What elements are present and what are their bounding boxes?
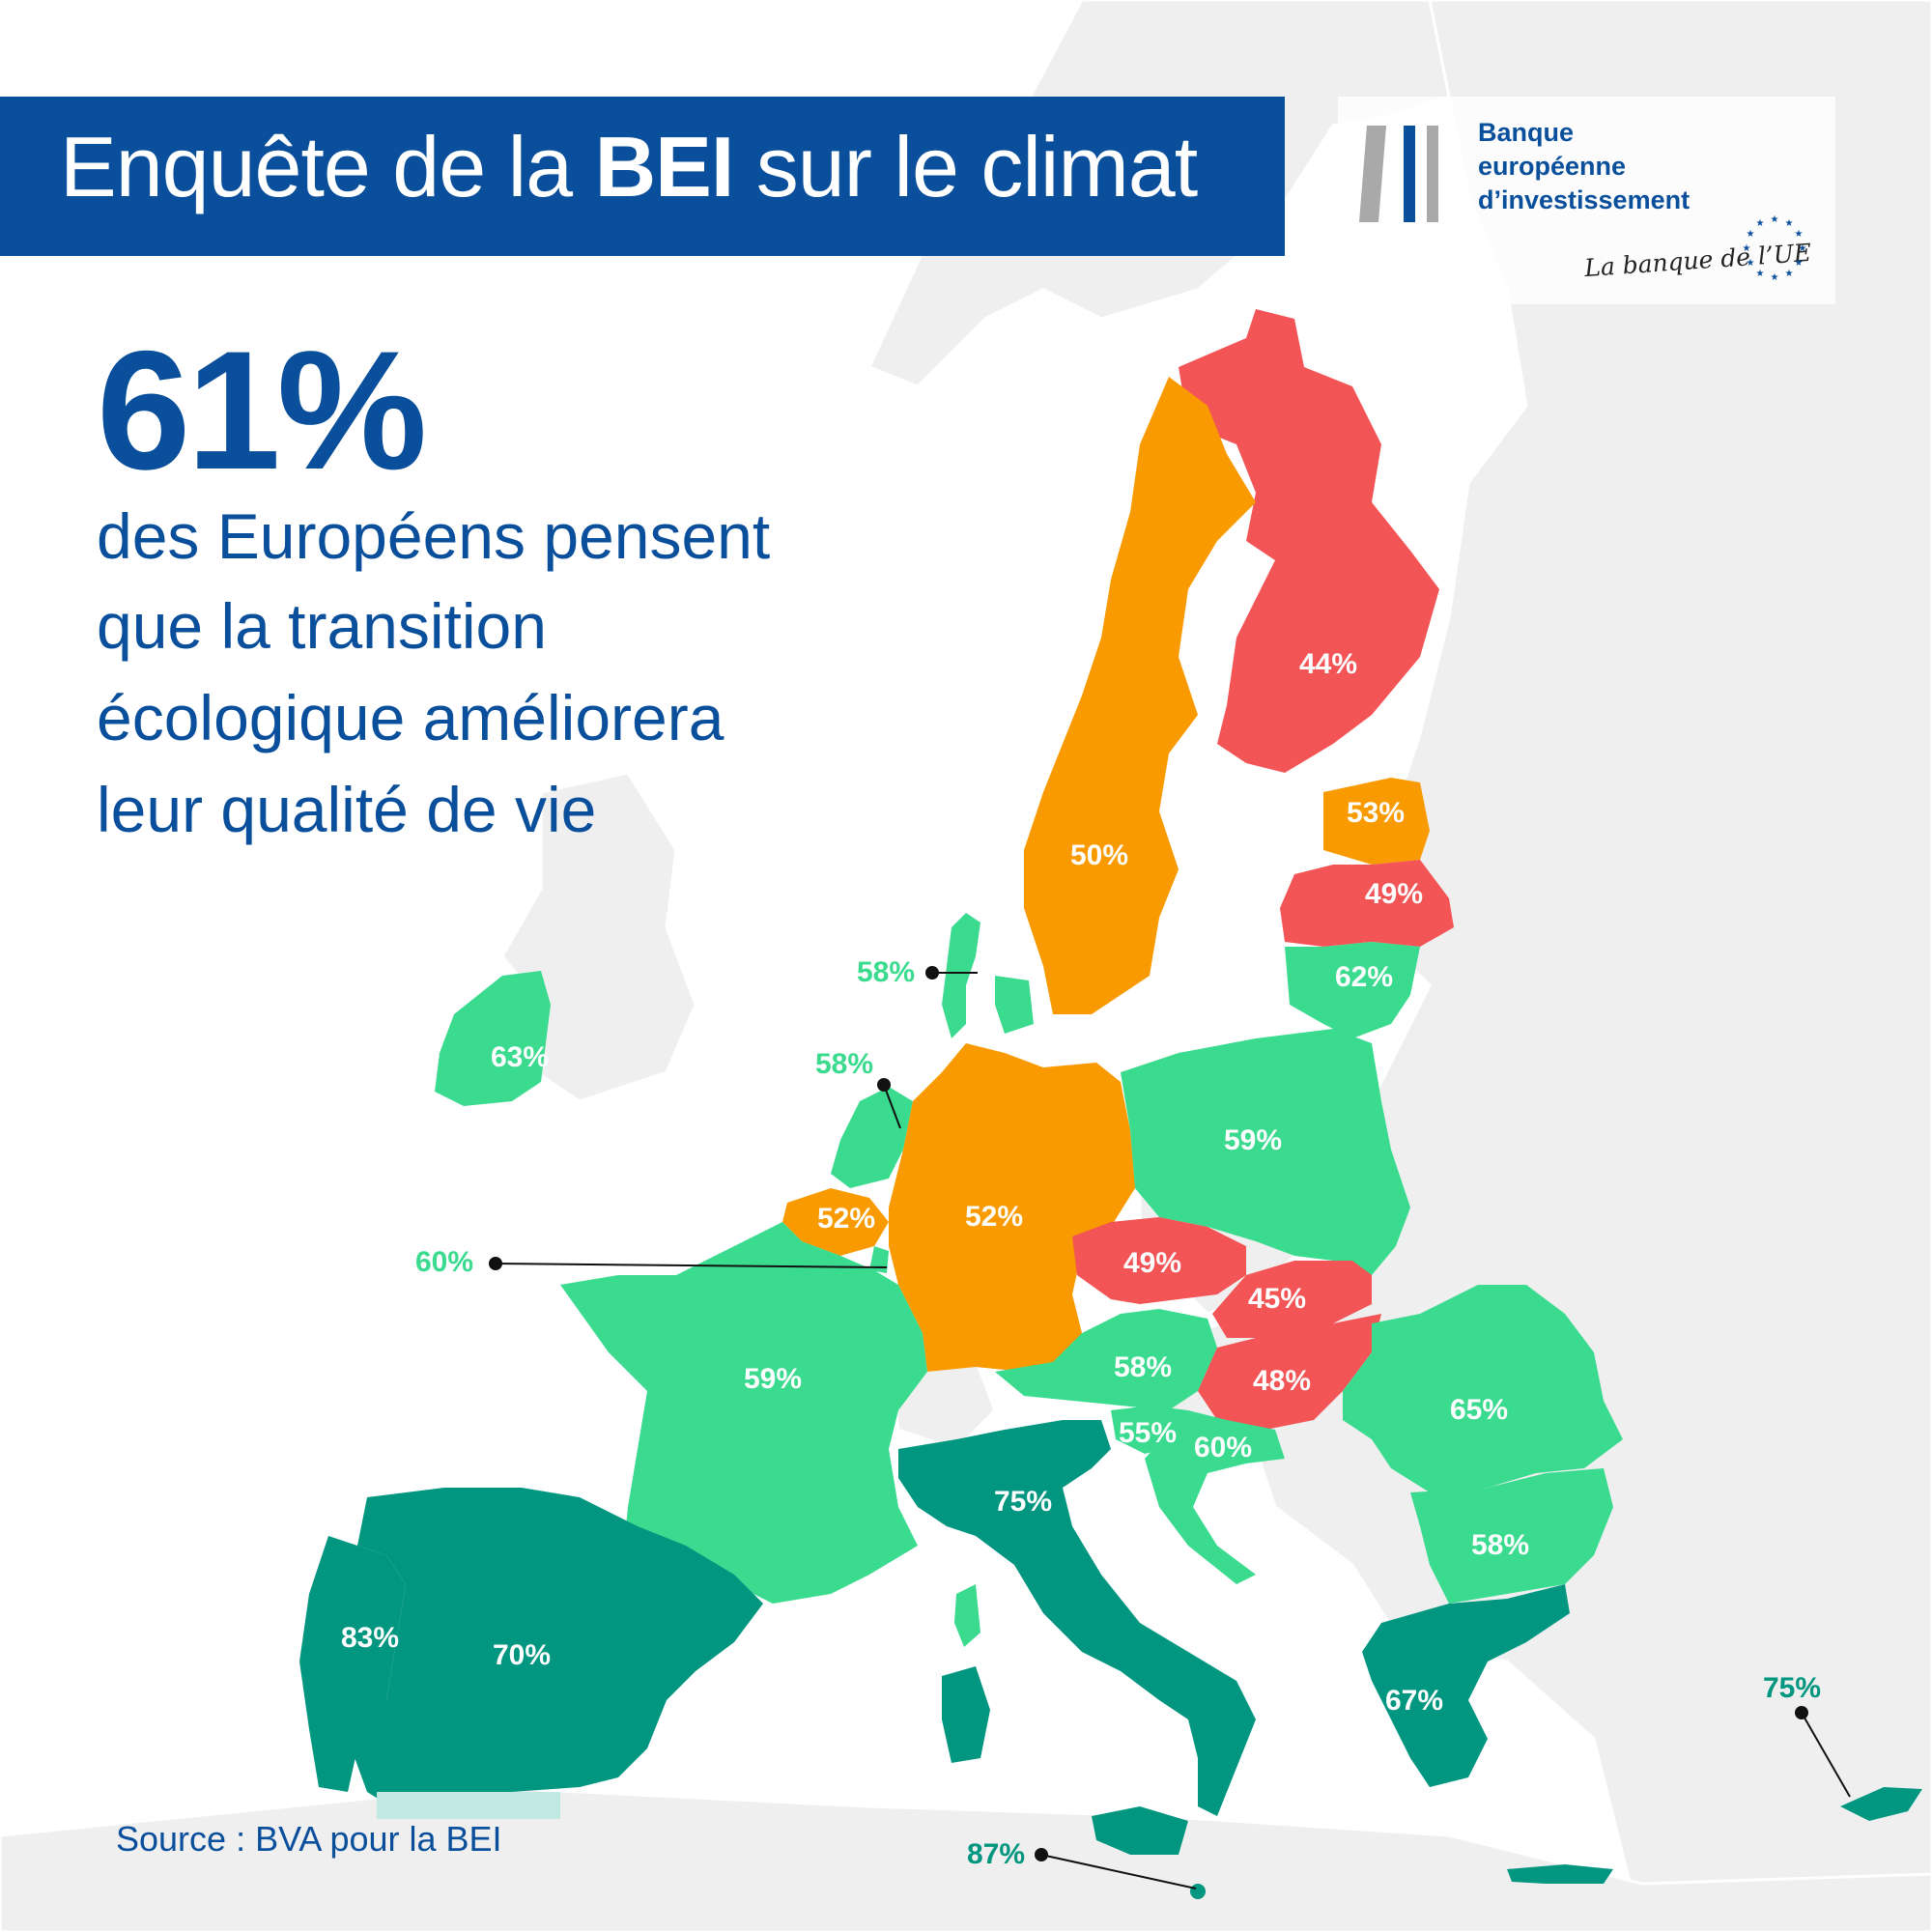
label-slovenia: 55% xyxy=(1118,1417,1178,1449)
ireland-shape xyxy=(435,971,551,1106)
austria-shape xyxy=(995,1309,1217,1410)
logo-line-1: Banque xyxy=(1478,118,1575,147)
strip-shape xyxy=(377,1792,560,1819)
label-czechia: 49% xyxy=(1122,1247,1182,1279)
svg-text:★: ★ xyxy=(1795,258,1804,269)
portugal-shape xyxy=(299,1536,406,1792)
source-note: Source : BVA pour la BEI xyxy=(116,1819,502,1859)
corsica-shape xyxy=(954,1584,980,1647)
lithuania-shape xyxy=(1285,942,1420,1038)
label-ireland: 63% xyxy=(490,1041,550,1073)
label-denmark: 58% xyxy=(856,956,916,988)
label-luxembourg: 60% xyxy=(414,1246,474,1278)
bulgaria-shape xyxy=(1410,1468,1613,1604)
malta-shape xyxy=(1190,1884,1206,1899)
headline-line-1: des Européens pensent xyxy=(97,500,771,572)
netherlands-shape xyxy=(831,1087,913,1188)
label-finland: 44% xyxy=(1298,648,1358,680)
label-poland: 59% xyxy=(1223,1124,1283,1156)
hungary-shape xyxy=(1198,1314,1381,1430)
title-prefix: Enquête de la xyxy=(60,119,595,214)
label-bulgaria: 58% xyxy=(1470,1529,1530,1561)
label-france: 59% xyxy=(743,1363,803,1395)
label-estonia: 53% xyxy=(1346,797,1406,829)
eu-stars-icon: ★ ★★★ ★★★★ ★★★★ xyxy=(1743,214,1807,283)
svg-text:★: ★ xyxy=(1747,258,1755,269)
svg-text:★: ★ xyxy=(1795,229,1804,240)
slovakia-shape xyxy=(1212,1261,1372,1338)
label-croatia: 60% xyxy=(1193,1432,1253,1463)
title-bold: BEI xyxy=(594,119,735,214)
denmark-shape xyxy=(942,913,1034,1038)
poland-shape xyxy=(1121,1029,1410,1275)
sardinia-shape xyxy=(942,1666,990,1763)
crete-shape xyxy=(1507,1864,1613,1884)
greece-shape xyxy=(1362,1584,1570,1787)
label-lithuania: 62% xyxy=(1334,961,1394,993)
logo-line-3: d’investissement xyxy=(1478,185,1690,214)
label-belgium: 52% xyxy=(816,1203,876,1235)
label-italy: 75% xyxy=(993,1486,1053,1518)
czechia-shape xyxy=(1072,1217,1246,1304)
spain-shape xyxy=(348,1488,763,1816)
label-slovakia: 45% xyxy=(1247,1283,1307,1315)
belgium-shape xyxy=(782,1188,889,1256)
sweden-shape xyxy=(1024,377,1256,1014)
great-britain-shape xyxy=(500,771,697,1103)
label-romania: 65% xyxy=(1449,1394,1509,1426)
cyprus-shape xyxy=(1840,1787,1922,1821)
label-austria: 58% xyxy=(1113,1351,1173,1383)
sicily-shape xyxy=(1092,1806,1188,1855)
svg-text:★: ★ xyxy=(1756,269,1765,279)
label-sweden: 50% xyxy=(1069,839,1129,871)
svg-text:★: ★ xyxy=(1743,243,1751,254)
latvia-shape xyxy=(1280,860,1454,947)
north-africa-shape xyxy=(0,1785,1932,1932)
label-netherlands: 58% xyxy=(814,1048,874,1080)
svg-text:★: ★ xyxy=(1785,218,1794,229)
romania-shape xyxy=(1343,1285,1623,1492)
italy-shape xyxy=(898,1420,1256,1816)
eib-logo-icon xyxy=(1359,126,1438,222)
title-bar xyxy=(0,97,1285,256)
label-germany: 52% xyxy=(964,1201,1024,1233)
label-cyprus: 75% xyxy=(1762,1672,1822,1704)
page-title: Enquête de la BEI sur le climat xyxy=(60,118,1198,216)
headline-line-4: leur qualité de vie xyxy=(97,774,597,845)
label-spain: 70% xyxy=(492,1639,552,1671)
croatia-shape xyxy=(1145,1410,1285,1584)
logo-panel xyxy=(1338,97,1835,304)
headline-stat: 61% xyxy=(97,317,427,505)
label-portugal: 83% xyxy=(340,1622,400,1654)
france-shape xyxy=(560,1222,927,1604)
finland-shape xyxy=(1179,309,1439,773)
logo-line-2: européenne xyxy=(1478,152,1627,181)
estonia-shape xyxy=(1323,778,1430,865)
luxembourg-shape xyxy=(869,1246,889,1273)
svg-text:★: ★ xyxy=(1771,214,1779,225)
svg-text:★: ★ xyxy=(1747,229,1755,240)
title-suffix: sur le climat xyxy=(733,119,1198,214)
germany-shape xyxy=(889,1043,1135,1372)
svg-text:★: ★ xyxy=(1799,243,1807,254)
headline-line-3: écologique améliorera xyxy=(97,682,724,753)
leader-lines xyxy=(489,966,1851,1889)
svg-text:★: ★ xyxy=(1785,269,1794,279)
label-greece: 67% xyxy=(1384,1685,1444,1717)
svg-text:★: ★ xyxy=(1756,218,1765,229)
label-latvia: 49% xyxy=(1364,878,1424,910)
label-malta: 87% xyxy=(966,1838,1026,1870)
headline-line-2: que la transition xyxy=(97,590,547,662)
svg-text:★: ★ xyxy=(1771,272,1779,283)
label-hungary: 48% xyxy=(1252,1365,1312,1397)
